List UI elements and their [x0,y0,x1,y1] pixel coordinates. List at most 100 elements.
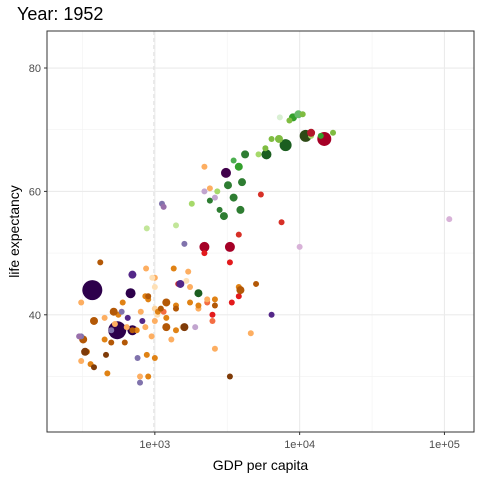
data-point [151,284,158,291]
data-point [211,345,218,352]
data-point [238,178,247,187]
data-point [137,379,144,386]
data-point [125,288,136,299]
data-point [97,259,104,266]
data-point [209,317,216,324]
data-point [185,268,192,275]
data-point [234,162,243,171]
data-point [143,225,150,232]
data-point [211,302,218,309]
data-point [176,279,185,288]
data-point [330,129,337,136]
data-point [228,299,235,306]
data-point [145,373,152,380]
data-point [214,188,221,195]
data-point [241,150,250,159]
x-tick-label: 1e+03 [139,439,170,451]
data-point [206,197,213,204]
data-point [299,111,306,118]
data-point [134,354,141,361]
data-point [139,317,146,324]
data-point [172,305,179,312]
data-point [90,364,97,371]
axis-ticks [44,67,445,435]
data-point [142,324,149,331]
data-point [143,351,150,358]
grid [47,31,474,432]
data-point [160,203,167,210]
data-point [119,299,126,306]
data-point [168,336,175,343]
data-point [89,316,98,325]
data-point [78,299,85,306]
data-point [78,358,85,365]
y-tick-label: 60 [29,186,41,198]
data-point [236,205,245,214]
chart-title: Year: 1952 [17,4,104,24]
data-point [148,333,155,340]
data-point [133,327,140,334]
data-point [82,280,103,301]
data-point [121,339,128,346]
data-point [317,132,324,139]
y-tick-label: 40 [29,310,41,322]
data-point [223,181,232,190]
data-point [219,212,228,221]
data-point [268,311,275,318]
data-point [279,139,292,152]
data-point [224,241,235,252]
data-point [187,284,194,291]
data-point [257,191,264,198]
data-point [172,327,179,334]
data-point [103,351,110,358]
data-point [162,323,171,332]
y-tick-label: 80 [29,63,41,75]
data-point [286,117,293,124]
data-point [209,311,216,318]
data-point [123,324,130,331]
data-point [446,216,453,223]
data-point [149,274,156,281]
data-point [104,370,111,377]
tick-labels: 1e+03 1e+04 1e+05 40 60 80 [29,63,460,451]
data-point [220,167,231,178]
data-point [187,299,194,306]
data-point [247,330,254,337]
data-point [162,298,171,307]
data-point [211,296,218,303]
y-axis-title: life expectancy [6,185,22,278]
data-point [163,314,170,321]
data-point [108,339,115,346]
data-point [255,151,262,158]
data-point [170,265,177,272]
x-tick-label: 1e+04 [284,439,315,451]
data-point [307,128,316,137]
data-point [235,293,242,300]
data-point [76,333,83,340]
data-point [181,240,188,247]
data-point [129,327,136,334]
data-point [143,265,150,272]
data-point [226,373,233,380]
x-tick-label: 1e+05 [429,439,460,451]
data-point [172,222,179,229]
panel-border [46,30,475,433]
data-point [101,314,108,321]
data-point [194,289,203,298]
data-point [81,347,90,356]
data-point [201,250,208,257]
data-point [262,145,269,152]
data-point [128,270,137,279]
data-point [108,327,115,334]
data-point [216,206,223,213]
data-point [145,293,152,300]
data-point [296,243,303,250]
data-point [274,134,283,143]
data-point [294,110,303,119]
data-point [211,194,218,201]
data-point [151,354,158,361]
data-point [101,336,108,343]
data-point [192,324,199,331]
